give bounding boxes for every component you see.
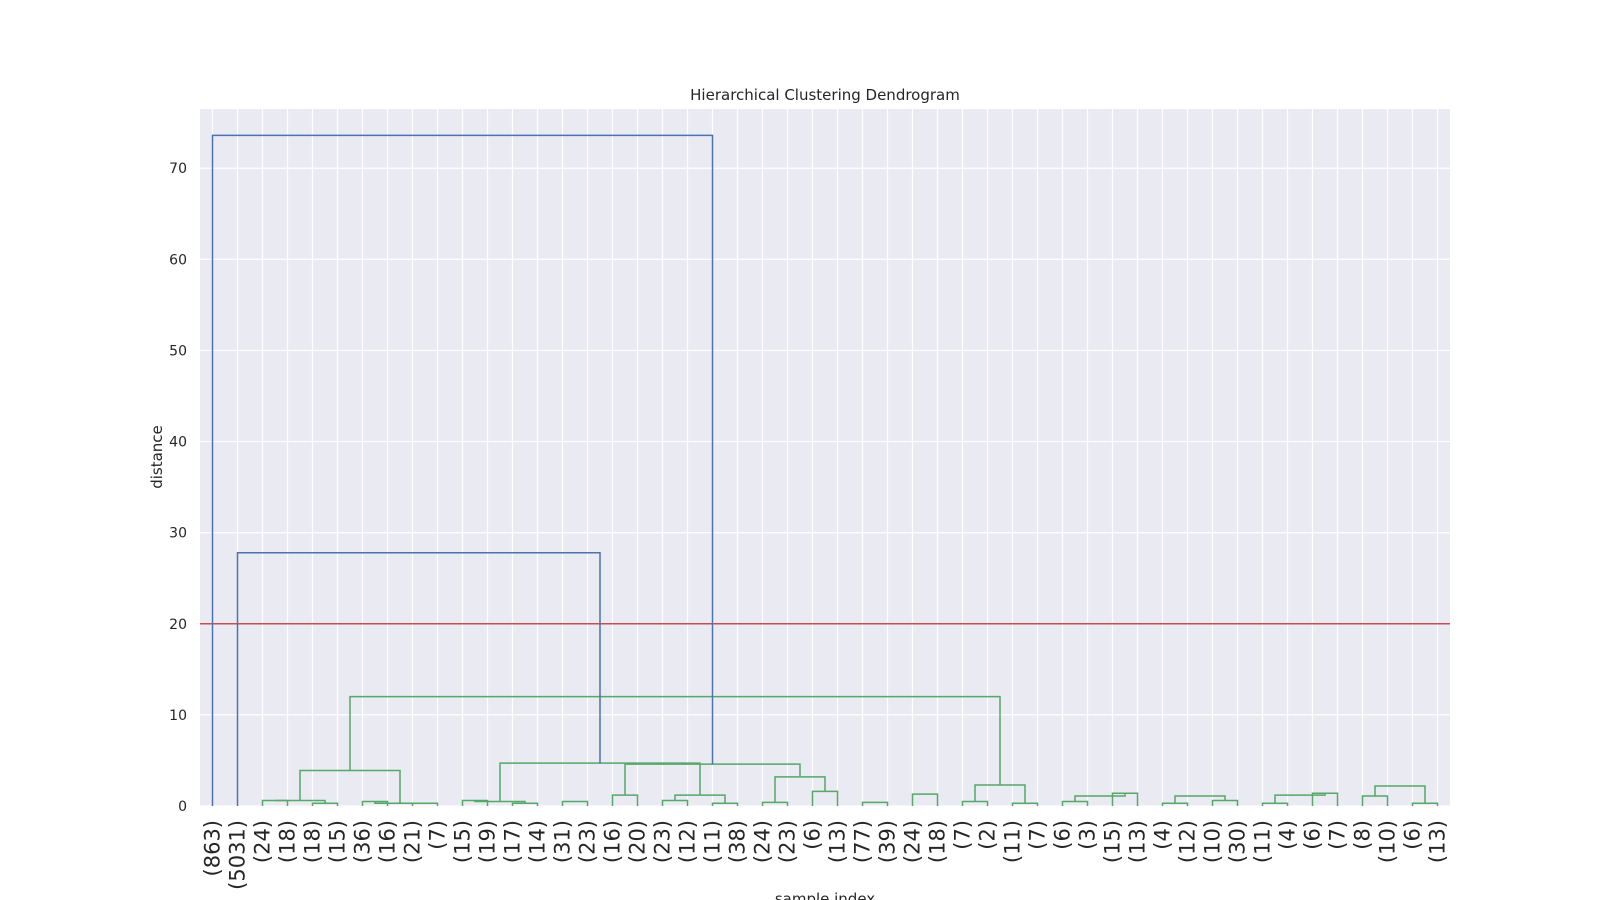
x-tick-label: (863): [201, 820, 225, 876]
x-tick-label: (3): [1076, 820, 1100, 850]
x-tick-label: (10): [1376, 820, 1400, 863]
x-tick-label: (15): [326, 820, 350, 863]
x-tick-label: (6): [1301, 820, 1325, 850]
dendrogram-link: [1311, 792, 1339, 806]
plot-background: [200, 109, 1450, 806]
dendrogram-link: [1174, 795, 1226, 804]
y-tick-label: 70: [169, 161, 187, 177]
dendrogram-link: [1274, 793, 1326, 804]
x-tick-label: (4): [1276, 820, 1300, 850]
x-tick-label: (8): [1351, 820, 1375, 850]
dendrogram-link: [611, 794, 639, 806]
y-tick-label: 20: [169, 617, 187, 633]
x-tick-label: (7): [951, 820, 975, 850]
dendrogram-link: [511, 802, 539, 806]
x-tick-label: (15): [1101, 820, 1125, 863]
chart-title: Hierarchical Clustering Dendrogram: [690, 86, 960, 104]
dendrogram-link: [761, 801, 789, 806]
y-tick-label: 50: [169, 343, 187, 359]
dendrogram-link: [624, 763, 801, 796]
dendrogram-link: [275, 799, 326, 804]
x-tick-label: (18): [276, 820, 300, 863]
dendrogram-link: [561, 800, 589, 806]
x-tick-label: (2): [976, 820, 1000, 850]
dendrogram-link: [349, 695, 1001, 786]
x-tick-label: (23): [776, 820, 800, 863]
grid-lines: [200, 109, 1450, 807]
dendrogram-link: [1011, 802, 1039, 806]
dendrogram-link: [374, 801, 425, 805]
x-tick-label: (23): [576, 820, 600, 863]
x-tick-label: (13): [1126, 820, 1150, 863]
x-tick-label: (14): [526, 820, 550, 863]
dendrogram-link: [911, 793, 939, 806]
x-tick-label: (11): [1001, 820, 1025, 863]
x-tick-label: (18): [926, 820, 950, 863]
dendrogram-link: [499, 762, 701, 802]
x-tick-label: (16): [601, 820, 625, 863]
x-tick-label: (21): [401, 820, 425, 863]
x-tick-label: (24): [251, 820, 275, 863]
dendrogram-link: [1374, 785, 1426, 804]
x-tick-label: (10): [1201, 820, 1225, 863]
x-tick-label: (17): [501, 820, 525, 863]
x-tick-label: (23): [651, 820, 675, 863]
dendrogram-link: [711, 802, 739, 806]
x-tick-label: (4): [1151, 820, 1175, 850]
x-tick-labels: (863) (5031) (24) (18) (18) (15) (36) (16) (21)(…: [201, 820, 1450, 890]
dendrogram-link: [1361, 795, 1389, 806]
dendrogram-link: [1261, 802, 1289, 806]
x-tick-label: (20): [626, 820, 650, 863]
x-tick-label: (7): [1326, 820, 1350, 850]
dendrogram-link: [1411, 802, 1439, 806]
dendrogram-link: [861, 801, 889, 806]
x-tick-label: (15): [451, 820, 475, 863]
y-tick-labels: 0 10 20 30 40 50 60 70: [169, 161, 187, 815]
x-tick-label: (7): [426, 820, 450, 850]
y-tick-label: 40: [169, 435, 187, 451]
x-tick-label: (5031): [226, 820, 250, 890]
x-tick-label: (19): [476, 820, 500, 863]
x-tick-label: (6): [1401, 820, 1425, 850]
x-tick-label: (30): [1226, 820, 1250, 863]
x-tick-label: (13): [1426, 820, 1450, 863]
dendrogram-link: [1161, 802, 1189, 806]
x-tick-label: (18): [301, 820, 325, 863]
x-tick-label: (7): [1026, 820, 1050, 850]
x-tick-label: (11): [701, 820, 725, 863]
dendrogram-link: [674, 794, 726, 804]
dendrogram-link: [211, 134, 714, 806]
dendrogram-link: [311, 802, 339, 806]
x-tick-label: (77): [851, 820, 875, 863]
x-tick-label: (24): [901, 820, 925, 863]
x-tick-label: (12): [676, 820, 700, 863]
x-tick-label: (13): [826, 820, 850, 863]
x-tick-label: (31): [551, 820, 575, 863]
y-tick-label: 60: [169, 252, 187, 268]
x-tick-label: (6): [1051, 820, 1075, 850]
x-tick-label: (16): [376, 820, 400, 863]
x-tick-label: (36): [351, 820, 375, 863]
y-axis-label: distance: [148, 425, 166, 489]
y-tick-label: 10: [169, 708, 187, 724]
dendrogram-link: [1074, 793, 1126, 802]
y-tick-label: 30: [169, 526, 187, 542]
dendrogram-link: [1111, 792, 1139, 806]
dendrogram-link: [299, 769, 401, 804]
dendrogram-link: [461, 799, 489, 806]
x-tick-label: (24): [751, 820, 775, 863]
x-tick-label: (6): [801, 820, 825, 850]
x-tick-label: (39): [876, 820, 900, 863]
y-tick-label: 0: [178, 799, 187, 815]
x-axis-label: sample index: [775, 890, 875, 900]
dendrogram-link: [236, 551, 601, 806]
x-tick-label: (12): [1176, 820, 1200, 863]
dendrogram-links: [211, 134, 1439, 806]
x-tick-label: (38): [726, 820, 750, 863]
x-tick-label: (11): [1251, 820, 1275, 863]
